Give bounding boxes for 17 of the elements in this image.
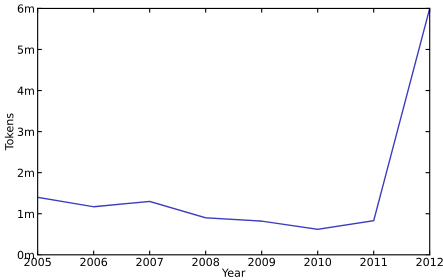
x-tick-label: 2012 — [416, 258, 443, 266]
y-axis-title: Tokens — [4, 113, 14, 150]
x-tick-label: 2005 — [24, 258, 51, 266]
x-tick-label: 2006 — [80, 258, 108, 266]
x-tick-label: 2010 — [304, 258, 332, 266]
y-tick-label: 6m — [18, 4, 34, 13]
y-tick-label: 0m — [18, 250, 34, 260]
x-tick-label: 2008 — [192, 258, 220, 266]
y-tick-label: 1m — [18, 210, 34, 218]
x-tick-label: 2011 — [360, 258, 387, 266]
x-tick-label: 2009 — [248, 258, 276, 266]
y-tick-label: 3m — [18, 128, 34, 136]
y-tick-label: 2m — [18, 168, 34, 177]
y-tick-label: 4m — [18, 86, 34, 95]
x-tick-label: 2007 — [136, 258, 163, 266]
y-tick-label: 5m — [18, 46, 34, 54]
x-axis-title: Year — [222, 268, 246, 277]
